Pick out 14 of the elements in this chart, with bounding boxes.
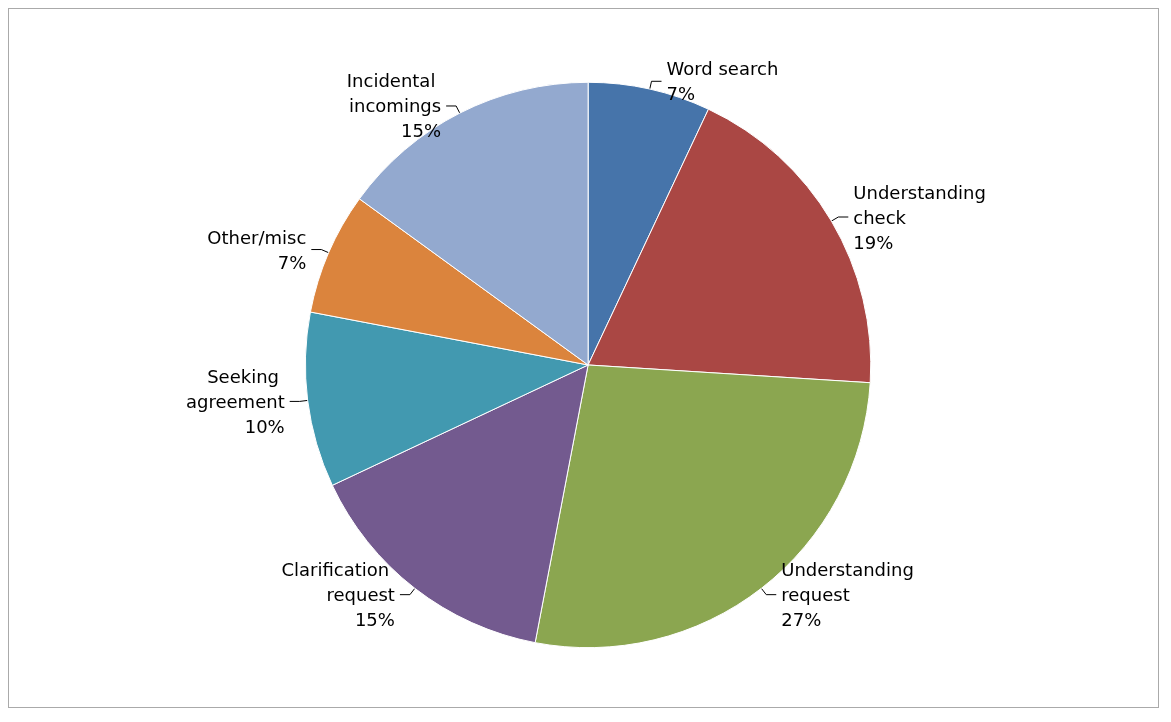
slice-label: Other/misc [207, 226, 307, 248]
slice-label: Understanding request [781, 559, 920, 606]
data-label: 10% [244, 415, 285, 437]
data-label: 27% [781, 609, 822, 631]
slice-label: Incidental incomings [346, 70, 442, 117]
data-label: 15% [354, 609, 395, 631]
data-label: 19% [853, 231, 894, 253]
slice-label: Clarification request [281, 559, 395, 606]
slice-label: Seeking agreement [186, 365, 285, 412]
data-label: 15% [401, 120, 442, 142]
data-label: 7% [666, 83, 696, 105]
data-label: 7% [277, 251, 307, 273]
slice-label: Understanding check [853, 181, 992, 228]
slice-label: Word search [666, 58, 779, 80]
